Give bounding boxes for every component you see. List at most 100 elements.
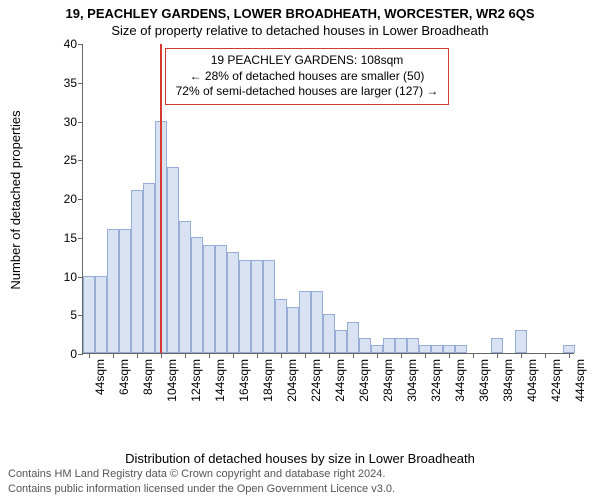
property-info-box: 19 PEACHLEY GARDENS: 108sqm← 28% of deta… [165, 48, 449, 105]
x-tick-label: 184sqm [261, 359, 275, 402]
page-title: 19, PEACHLEY GARDENS, LOWER BROADHEATH, … [0, 0, 600, 21]
histogram-bar [179, 221, 191, 353]
x-tick-label: 244sqm [333, 359, 347, 402]
histogram-bar-fill [263, 260, 275, 353]
property-marker-line [160, 44, 162, 353]
histogram-bar [407, 338, 419, 354]
y-axis-label: Number of detached properties [8, 110, 23, 289]
x-tick-mark [185, 353, 186, 358]
x-tick-label: 384sqm [501, 359, 515, 402]
page-subtitle: Size of property relative to detached ho… [0, 21, 600, 38]
histogram-bar-fill [323, 314, 335, 353]
x-tick-label: 144sqm [213, 359, 227, 402]
histogram-bar-fill [287, 307, 299, 354]
x-tick-mark [401, 353, 402, 358]
x-tick-mark [425, 353, 426, 358]
histogram-bar [491, 338, 503, 354]
histogram-bar-fill [131, 190, 143, 353]
chart-container: 051015202530354044sqm64sqm84sqm104sqm124… [52, 44, 574, 390]
histogram-bar [83, 276, 95, 354]
x-tick-mark [89, 353, 90, 358]
y-tick-label: 15 [64, 231, 83, 245]
info-box-line: ← 28% of detached houses are smaller (50… [174, 69, 440, 85]
histogram-bar [419, 345, 431, 353]
histogram-bar [239, 260, 251, 353]
histogram-bar [395, 338, 407, 354]
x-tick-label: 224sqm [309, 359, 323, 402]
x-tick-mark [545, 353, 546, 358]
x-tick-label: 364sqm [477, 359, 491, 402]
histogram-bar-fill [119, 229, 131, 353]
histogram-bar [563, 345, 575, 353]
x-tick-label: 204sqm [285, 359, 299, 402]
x-tick-mark [257, 353, 258, 358]
x-tick-label: 104sqm [165, 359, 179, 402]
x-tick-mark [497, 353, 498, 358]
info-box-line: 19 PEACHLEY GARDENS: 108sqm [174, 53, 440, 69]
histogram-bar-fill [143, 183, 155, 354]
histogram-bar [299, 291, 311, 353]
histogram-bar [191, 237, 203, 353]
histogram-bar [287, 307, 299, 354]
x-tick-mark [209, 353, 210, 358]
histogram-bar [323, 314, 335, 353]
histogram-bar-fill [359, 338, 371, 354]
histogram-bar-fill [515, 330, 527, 353]
x-tick-mark [281, 353, 282, 358]
histogram-bar-fill [455, 345, 467, 353]
y-tick-label: 35 [64, 76, 83, 90]
histogram-bar [107, 229, 119, 353]
y-tick-label: 10 [64, 270, 83, 284]
histogram-bar-fill [395, 338, 407, 354]
y-tick-label: 40 [64, 37, 83, 51]
x-tick-label: 64sqm [117, 359, 131, 395]
info-box-line: 72% of semi-detached houses are larger (… [174, 84, 440, 100]
histogram-bar-fill [95, 276, 107, 354]
x-tick-label: 424sqm [549, 359, 563, 402]
histogram-bar [515, 330, 527, 353]
histogram-bar [443, 345, 455, 353]
histogram-bar-fill [443, 345, 455, 353]
histogram-bar [263, 260, 275, 353]
histogram-bar [119, 229, 131, 353]
caption-line-2: Contains public information licensed und… [8, 482, 592, 496]
histogram-bar [371, 345, 383, 353]
histogram-bar-fill [407, 338, 419, 354]
histogram-bar-fill [215, 245, 227, 354]
histogram-bar-fill [275, 299, 287, 353]
histogram-bar [251, 260, 263, 353]
histogram-bar-fill [419, 345, 431, 353]
histogram-bar-fill [203, 245, 215, 354]
y-tick-label: 20 [64, 192, 83, 206]
histogram-bar-fill [431, 345, 443, 353]
y-tick-label: 5 [70, 308, 83, 322]
histogram-bar [143, 183, 155, 354]
x-tick-label: 444sqm [573, 359, 587, 402]
x-tick-mark [137, 353, 138, 358]
histogram-bar-fill [251, 260, 263, 353]
x-tick-label: 344sqm [453, 359, 467, 402]
histogram-bar-fill [335, 330, 347, 353]
histogram-bar [311, 291, 323, 353]
histogram-bar-fill [347, 322, 359, 353]
histogram-bar-fill [299, 291, 311, 353]
histogram-bar-fill [191, 237, 203, 353]
x-tick-label: 124sqm [189, 359, 203, 402]
x-tick-label: 164sqm [237, 359, 251, 402]
x-tick-mark [329, 353, 330, 358]
y-tick-label: 30 [64, 115, 83, 129]
x-tick-mark [377, 353, 378, 358]
x-tick-mark [449, 353, 450, 358]
x-tick-label: 264sqm [357, 359, 371, 402]
histogram-bar [335, 330, 347, 353]
y-tick-label: 25 [64, 153, 83, 167]
x-tick-mark [521, 353, 522, 358]
histogram-bar-fill [383, 338, 395, 354]
x-tick-mark [473, 353, 474, 358]
histogram-bar [215, 245, 227, 354]
histogram-bar-fill [239, 260, 251, 353]
x-tick-mark [113, 353, 114, 358]
histogram-bar-fill [563, 345, 575, 353]
x-tick-mark [161, 353, 162, 358]
histogram-bar-fill [179, 221, 191, 353]
